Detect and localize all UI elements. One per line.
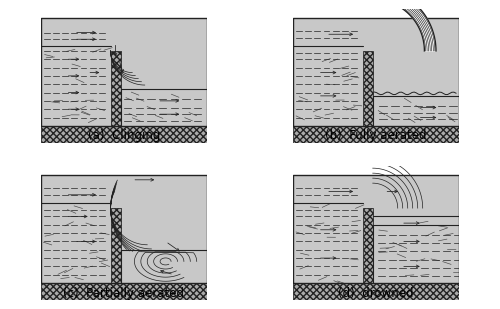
Polygon shape [372, 0, 436, 51]
Bar [362, 208, 372, 283]
Bar [40, 175, 207, 283]
Bar [40, 126, 207, 142]
Bar [293, 283, 460, 300]
Text: (b)  Fully aerated: (b) Fully aerated [326, 129, 427, 142]
Text: (c)  Partially aerated: (c) Partially aerated [64, 286, 184, 299]
Bar [110, 51, 120, 126]
Bar [40, 283, 207, 300]
Bar [293, 18, 460, 126]
Bar [293, 175, 460, 283]
Bar [362, 51, 372, 126]
Text: (d)  drowned: (d) drowned [338, 286, 414, 299]
Bar [40, 18, 207, 126]
Bar [110, 208, 120, 283]
Text: (a)  Clinging: (a) Clinging [88, 129, 160, 142]
Bar [293, 126, 460, 142]
